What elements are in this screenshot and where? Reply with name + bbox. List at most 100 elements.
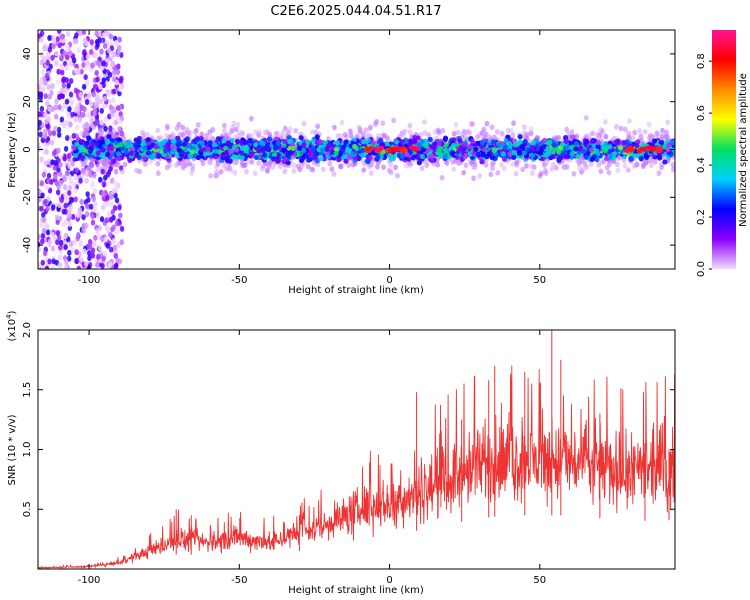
spectrogram-cell xyxy=(42,250,48,257)
spectrogram-cell xyxy=(659,164,664,171)
spectrogram-cell xyxy=(565,153,571,160)
spectrogram-cell xyxy=(199,131,205,138)
spectrogram-cell xyxy=(64,43,70,50)
spectrogram-cell xyxy=(85,211,90,218)
spectrogram-cell xyxy=(540,144,547,150)
spectrogram-cell xyxy=(274,130,280,137)
spectrogram-cell xyxy=(648,162,654,169)
spectrogram-cell xyxy=(628,155,634,162)
spectrogram-cell xyxy=(205,146,211,152)
spectrogram-cell xyxy=(502,144,509,150)
spectrogram-cell xyxy=(278,133,284,140)
spectrogram-cell xyxy=(456,160,462,167)
spectrogram-cell xyxy=(142,145,148,151)
spectrogram-cell xyxy=(317,139,323,145)
spectrogram-cell xyxy=(102,95,108,102)
spectrogram-cell xyxy=(114,262,119,269)
spectrogram-cell xyxy=(221,137,227,144)
spectrogram-cell xyxy=(117,118,122,125)
spectrogram-cell xyxy=(537,173,543,179)
spectrogram-cell xyxy=(583,115,589,121)
spectrogram-y-tick-label: 40 xyxy=(22,48,33,61)
spectrogram-cell xyxy=(429,158,435,164)
spectrogram-cell xyxy=(352,143,358,150)
spectrogram-cell xyxy=(47,105,52,112)
spectrogram-cell xyxy=(115,151,122,157)
spectrogram-cell xyxy=(84,64,90,71)
spectrogram-cell xyxy=(84,177,89,184)
spectrogram-cell xyxy=(473,146,479,152)
spectrogram-cell xyxy=(272,144,279,150)
spectrogram-cell xyxy=(523,163,529,169)
spectrogram-cell xyxy=(69,78,74,85)
spectrogram-cell xyxy=(503,137,509,144)
spectrogram-cell xyxy=(113,180,118,187)
spectrogram-cell xyxy=(63,263,69,269)
spectrogram-cell xyxy=(47,187,53,194)
spectrogram-cell xyxy=(46,158,52,165)
spectrogram-cell xyxy=(630,135,636,141)
spectrogram-cell xyxy=(229,137,235,143)
spectrogram-cell xyxy=(94,30,99,37)
spectrogram-cell xyxy=(109,193,114,200)
spectrogram-cell xyxy=(54,113,59,120)
spectrogram-cell xyxy=(249,151,255,157)
spectrogram-cell xyxy=(582,161,588,168)
spectrogram-cell xyxy=(86,165,92,171)
spectrogram-cell xyxy=(105,242,111,249)
spectrogram-cell xyxy=(499,130,505,137)
spectrogram-cell xyxy=(47,129,53,136)
colorbar-label: Normalized spectral amplitude xyxy=(738,73,749,227)
spectrogram-cell xyxy=(55,36,60,43)
spectrogram-cell xyxy=(105,227,111,234)
spectrogram-cell xyxy=(40,86,46,93)
spectrogram-cell xyxy=(356,156,362,162)
spectrogram-cell xyxy=(186,129,191,136)
spectrogram-cell xyxy=(75,124,80,131)
spectrogram-cell xyxy=(595,143,601,149)
spectrogram-cell xyxy=(440,127,446,134)
spectrogram-cell xyxy=(61,82,67,89)
spectrogram-cell xyxy=(606,169,612,176)
spectrogram-cell xyxy=(76,47,81,54)
spectrogram-cell xyxy=(95,211,100,218)
spectrogram-cell xyxy=(520,166,526,173)
spectrogram-cell xyxy=(69,111,75,118)
spectrogram-cell xyxy=(81,214,86,221)
spectrogram-cell xyxy=(142,161,148,167)
spectrogram-cell xyxy=(388,156,394,162)
spectrogram-cell xyxy=(563,138,569,145)
spectrogram-cell xyxy=(407,129,413,135)
spectrogram-cell xyxy=(519,144,525,150)
spectrogram-cell xyxy=(47,258,52,265)
spectrogram-cell xyxy=(50,54,55,61)
spectrogram-cell xyxy=(77,207,83,214)
spectrogram-cell xyxy=(511,149,518,155)
spectrogram-cell xyxy=(432,129,438,135)
spectrogram-cell xyxy=(89,39,94,46)
spectrogram-cell xyxy=(87,171,93,178)
spectrogram-cell xyxy=(531,164,537,170)
spectrogram-cell xyxy=(115,68,121,75)
spectrogram-cell xyxy=(249,133,254,139)
spectrogram-cell xyxy=(370,139,376,146)
spectrogram-cell xyxy=(350,151,356,157)
colorbar-tick-label: 0.0 xyxy=(696,261,707,277)
spectrogram-x-tick-label: -100 xyxy=(78,275,101,286)
spectrogram-cell xyxy=(101,180,107,187)
spectrogram-cell xyxy=(363,127,369,133)
spectrogram-cell xyxy=(375,154,381,160)
spectrogram-cell xyxy=(232,159,237,166)
spectrogram-cell xyxy=(298,135,304,141)
spectrogram-cell xyxy=(491,160,496,166)
spectrogram-cell xyxy=(401,132,407,139)
spectrogram-cell xyxy=(240,145,246,152)
spectrogram-cell xyxy=(228,149,234,155)
spectrogram-cell xyxy=(327,160,333,167)
spectrogram-cell xyxy=(79,68,84,75)
spectrogram-cell xyxy=(51,43,56,50)
spectrogram-cell xyxy=(136,139,142,145)
spectrogram-cell xyxy=(665,119,671,126)
spectrogram-cell xyxy=(128,150,134,156)
spectrogram-cell xyxy=(200,160,206,167)
